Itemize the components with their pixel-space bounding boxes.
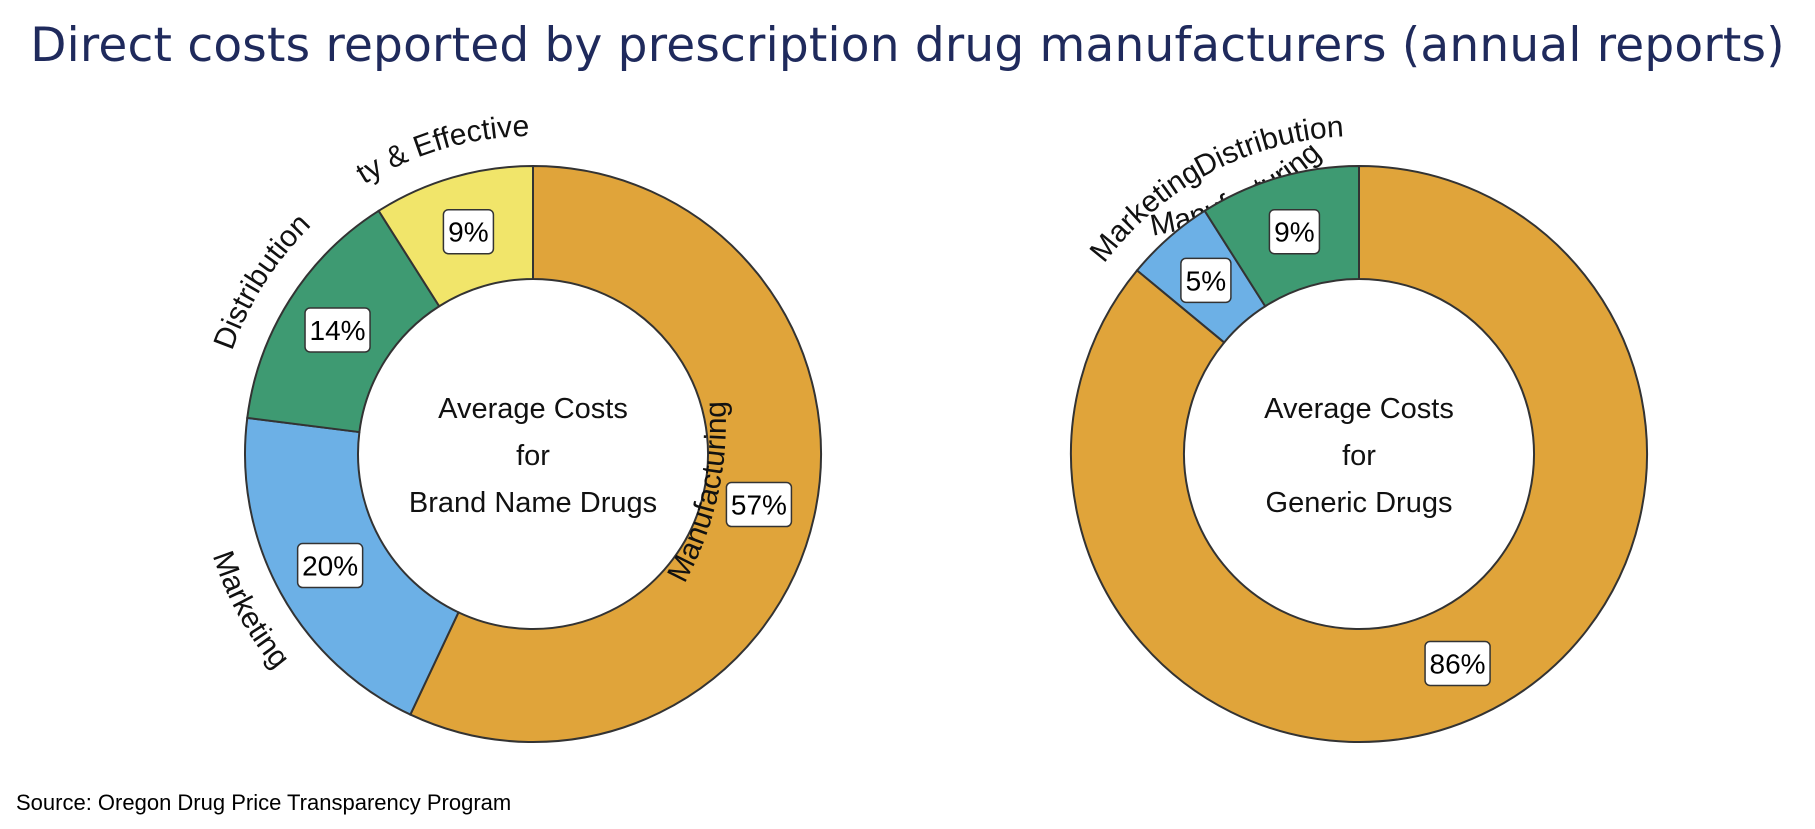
value-label-manufacturing: 86% (1424, 640, 1491, 687)
svg-text:Generic Drugs: Generic Drugs (1266, 487, 1453, 519)
value-label-distribution: 14% (304, 307, 371, 353)
slice-manufacturing (1070, 164, 1648, 743)
page-title: Direct costs reported by prescription dr… (30, 18, 1785, 73)
slice-manufacturing (409, 164, 823, 743)
source-note: Source: Oregon Drug Price Transparency P… (16, 790, 512, 815)
value-label-safety-and-effectiveness: 9% (442, 208, 495, 255)
svg-text:9%: 9% (1274, 217, 1314, 248)
value-label-marketing: 5% (1180, 257, 1232, 304)
svg-text:9%: 9% (448, 217, 488, 248)
donut-chart-2: 86%Manufacturing5%Marketing9%Distributio… (1070, 110, 1648, 743)
svg-text:Brand Name Drugs: Brand Name Drugs (409, 487, 657, 519)
value-label-marketing: 20% (296, 542, 364, 589)
center-label: Average Costs for Brand Name Drugs (409, 393, 657, 519)
svg-text:5%: 5% (1186, 265, 1226, 296)
svg-text:for: for (516, 440, 550, 472)
category-label-safety-and-effectiveness: Safety & Effectiveness (0, 0, 530, 191)
value-label-manufacturing: 57% (725, 481, 793, 528)
svg-text:for: for (1342, 440, 1376, 472)
center-label: Average Costs for Generic Drugs (1264, 393, 1454, 519)
svg-text:20%: 20% (302, 551, 358, 582)
svg-text:86%: 86% (1430, 648, 1486, 679)
value-label-distribution: 9% (1268, 208, 1321, 255)
svg-text:Average Costs: Average Costs (438, 393, 628, 425)
donut-chart-1: 57%Manufacturing20%Marketing14%Distribut… (0, 0, 823, 743)
svg-text:Average Costs: Average Costs (1264, 393, 1454, 425)
svg-text:57%: 57% (731, 490, 787, 521)
svg-text:14%: 14% (310, 315, 366, 346)
